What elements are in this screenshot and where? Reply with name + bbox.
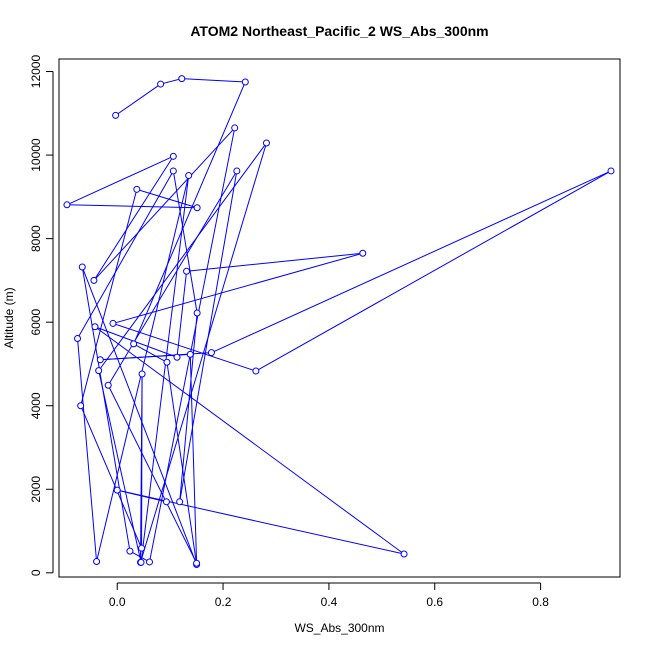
series-segment <box>77 170 174 339</box>
series-segment <box>255 170 612 372</box>
x-tick-label: 0.8 <box>532 595 549 609</box>
y-tick-label: 10000 <box>29 138 43 172</box>
series-segment <box>211 170 612 354</box>
data-point <box>104 381 112 389</box>
data-point <box>109 319 117 327</box>
y-tick-label: 2000 <box>29 476 43 503</box>
series-segment <box>98 142 267 371</box>
data-point <box>262 139 270 147</box>
series-segment <box>140 373 143 563</box>
data-point <box>169 167 177 175</box>
data-point <box>241 78 249 86</box>
data-point <box>252 367 260 375</box>
data-point <box>130 340 138 348</box>
series-segment <box>66 155 174 206</box>
series-segment <box>115 83 161 116</box>
series-segment <box>77 338 98 562</box>
data-point <box>113 486 121 494</box>
series-segment <box>133 81 246 345</box>
data-point <box>186 350 194 358</box>
data-point <box>157 80 165 88</box>
data-point <box>78 263 86 271</box>
series-segment <box>181 78 246 83</box>
data-point <box>95 367 103 375</box>
y-axis: 0 2000 4000 6000 8000 10000 12000 <box>29 55 54 576</box>
y-tick-label: 0 <box>29 569 43 576</box>
data-point <box>233 167 241 175</box>
series-segment <box>107 170 238 386</box>
series-segment <box>112 322 257 372</box>
chart-title: ATOM2 Northeast_Pacific_2 WS_Abs_300nm <box>190 23 488 39</box>
x-tick-label: 0.6 <box>426 595 443 609</box>
series-segment <box>179 312 198 502</box>
series-segment <box>166 362 198 565</box>
data-point <box>173 353 181 361</box>
data-point <box>178 75 186 83</box>
data-point <box>93 558 101 566</box>
x-tick-label: 0.2 <box>215 595 232 609</box>
data-point <box>90 276 98 284</box>
y-tick-label: 6000 <box>29 309 43 336</box>
series-segment <box>160 78 182 85</box>
y-tick-label: 4000 <box>29 392 43 419</box>
plot-frame <box>58 58 621 578</box>
series-lines <box>66 78 612 565</box>
data-point <box>137 558 145 566</box>
series-segment <box>93 127 236 281</box>
data-point <box>96 356 104 364</box>
data-point <box>126 547 134 555</box>
x-axis-label: WS_Abs_300nm <box>294 621 384 635</box>
y-tick-label: 12000 <box>29 55 43 89</box>
data-point <box>112 111 120 119</box>
series-segment <box>98 370 142 563</box>
series-points <box>63 75 615 568</box>
data-point <box>163 358 171 366</box>
series-segment <box>112 252 363 324</box>
data-point <box>74 334 82 342</box>
data-point <box>138 544 146 552</box>
x-axis: 0.0 0.2 0.4 0.6 0.8 <box>109 582 549 609</box>
series-segment <box>117 489 167 503</box>
data-point <box>146 558 154 566</box>
series-segment <box>136 188 198 209</box>
data-point <box>185 172 193 180</box>
series-segment <box>80 405 143 549</box>
series-segment <box>107 385 198 564</box>
data-point <box>193 309 201 317</box>
y-axis-label: Altitude (m) <box>2 287 16 348</box>
series-segment <box>172 170 198 314</box>
series-segment <box>133 343 168 363</box>
series-segment <box>94 326 405 555</box>
data-point <box>133 185 141 193</box>
series-segment <box>149 127 236 563</box>
series-segment <box>96 175 190 562</box>
data-point <box>169 152 177 160</box>
data-point <box>359 249 367 257</box>
series-segment <box>81 266 198 565</box>
series-segment <box>186 252 363 272</box>
data-point <box>400 550 408 558</box>
x-tick-label: 0.4 <box>321 595 338 609</box>
series-segment <box>179 170 238 502</box>
data-point <box>77 402 85 410</box>
data-point <box>183 267 191 275</box>
data-point <box>91 323 99 331</box>
data-point <box>207 349 215 357</box>
series-segment <box>189 354 198 564</box>
data-point <box>193 204 201 212</box>
data-point <box>231 124 239 132</box>
x-tick-label: 0.0 <box>109 595 126 609</box>
series-segment <box>176 271 188 358</box>
series-segment <box>93 156 174 281</box>
data-point <box>176 498 184 506</box>
data-point <box>193 559 201 567</box>
data-point <box>63 201 71 209</box>
series-segment <box>81 266 131 552</box>
data-point <box>607 167 615 175</box>
data-point <box>162 498 170 506</box>
y-tick-label: 8000 <box>29 225 43 252</box>
series-segment <box>80 189 138 406</box>
data-point <box>138 370 146 378</box>
